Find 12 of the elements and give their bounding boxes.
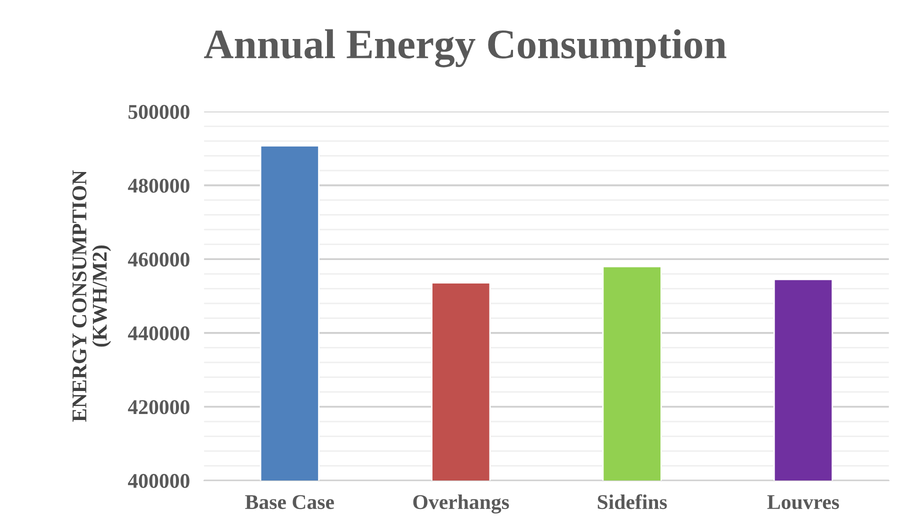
- y-tick-label: 460000: [128, 252, 190, 267]
- x-tick-label: Sidefins: [598, 494, 667, 510]
- chart-title: Annual Energy Consumption: [204, 29, 726, 68]
- y-tick-label: 400000: [128, 474, 190, 488]
- y-tick-label: 480000: [128, 178, 190, 193]
- x-tick-label: Base Case: [245, 495, 334, 510]
- x-tick-label: Overhangs: [413, 494, 509, 514]
- y-tick-label: 420000: [128, 400, 190, 414]
- y-tick-label: 440000: [128, 326, 190, 340]
- y-tick-label: 500000: [128, 104, 190, 119]
- x-tick-label: Louvres: [767, 495, 840, 510]
- y-axis-title: ENERGY CONSUMPTION (KWH/M2): [72, 170, 112, 422]
